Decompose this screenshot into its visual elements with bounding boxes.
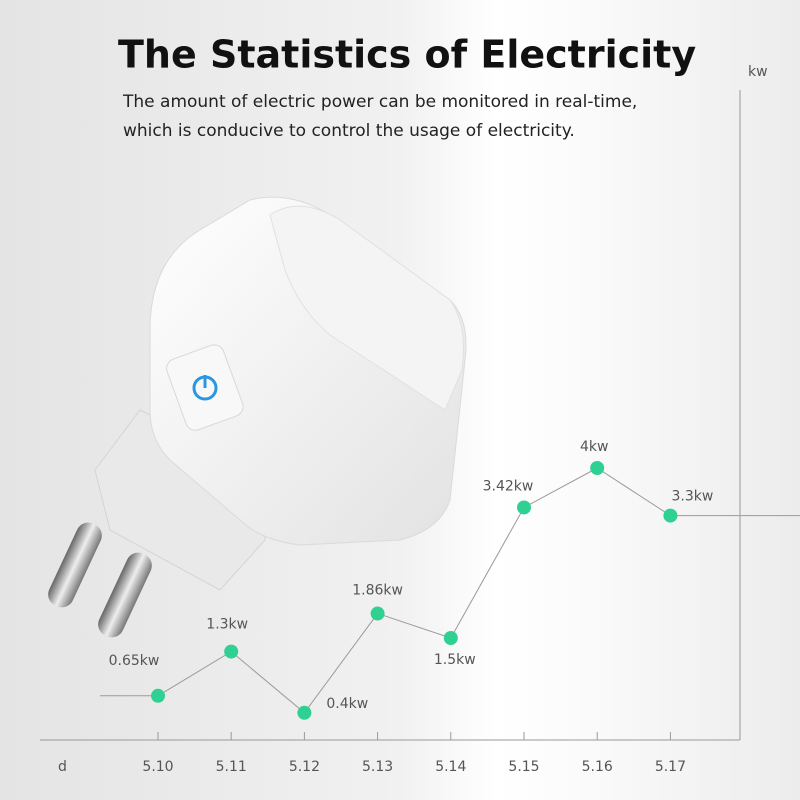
smart-plug bbox=[48, 196, 467, 638]
point bbox=[663, 508, 678, 523]
x-tick-label: 5.12 bbox=[289, 759, 320, 775]
x-axis-label: d bbox=[58, 759, 67, 775]
x-tick-label: 5.15 bbox=[508, 759, 539, 775]
value-label: 3.42kw bbox=[483, 478, 534, 494]
value-label: 0.65kw bbox=[109, 653, 160, 669]
point bbox=[517, 500, 531, 515]
point bbox=[224, 644, 239, 659]
value-label: 1.3kw bbox=[206, 617, 248, 633]
point bbox=[297, 705, 312, 720]
value-label: 4kw bbox=[580, 439, 608, 455]
point bbox=[151, 688, 165, 703]
x-tick-label: 5.13 bbox=[362, 759, 393, 775]
value-label: 1.86kw bbox=[352, 583, 403, 599]
x-tick-label: 5.17 bbox=[655, 759, 686, 775]
subtitle: which is conducive to control the usage … bbox=[123, 121, 575, 141]
value-label: 1.5kw bbox=[434, 652, 476, 668]
y-axis-label: kw bbox=[748, 64, 768, 80]
x-tick-label: 5.14 bbox=[435, 759, 466, 775]
x-tick-label: 5.16 bbox=[582, 759, 613, 775]
x-tick-label: 5.10 bbox=[142, 759, 173, 775]
point bbox=[370, 606, 385, 621]
value-label: 0.4kw bbox=[326, 696, 368, 712]
x-tick-label: 5.11 bbox=[216, 759, 247, 775]
title: The Statistics of Electricity bbox=[118, 33, 696, 77]
point bbox=[443, 631, 458, 645]
value-label: 3.3kw bbox=[671, 489, 713, 505]
subtitle: The amount of electric power can be moni… bbox=[122, 92, 637, 112]
point bbox=[590, 461, 605, 475]
line bbox=[157, 467, 671, 714]
